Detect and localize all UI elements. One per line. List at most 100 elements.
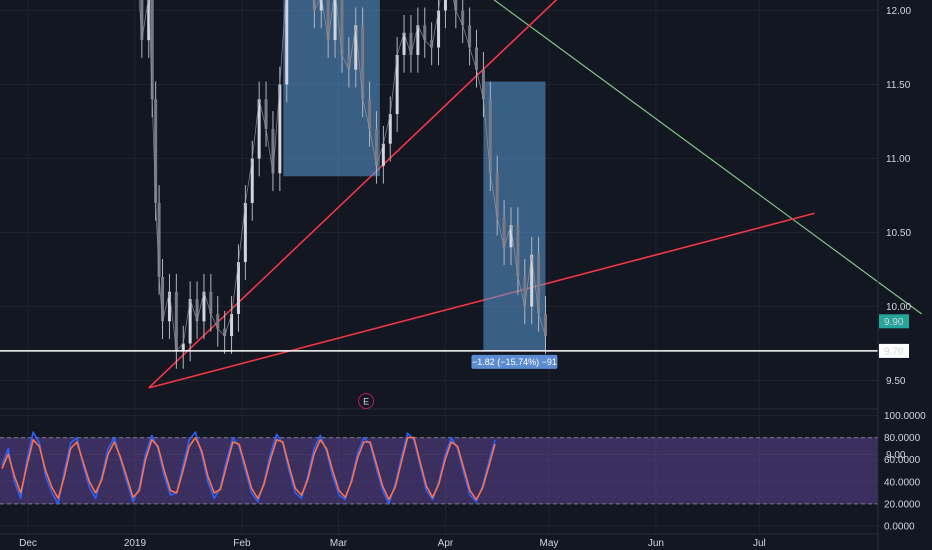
measure-box <box>283 0 380 177</box>
price-candle <box>264 99 268 129</box>
time-tick-label: 2019 <box>124 538 147 549</box>
price-candle <box>285 0 289 85</box>
price-candle <box>461 10 465 26</box>
oscillator-axis[interactable]: 0.0000 20.0000 40.0000 60.0000 80.0000 100.00… <box>884 411 926 533</box>
time-tick-label: Feb <box>233 538 251 549</box>
price-candle <box>381 143 385 166</box>
price-candle <box>423 25 427 41</box>
price-tick-label: 10.50 <box>886 228 911 239</box>
price-candle <box>154 99 158 203</box>
price-tick-label: 9.50 <box>886 376 906 387</box>
trendline <box>493 0 922 315</box>
time-tick-label: Dec <box>19 538 37 549</box>
price-candle <box>271 128 275 174</box>
price-tick-label: 9.00 <box>886 450 906 461</box>
price-candle <box>202 291 206 322</box>
price-badge-label: 9.70 <box>884 346 904 357</box>
price-candle <box>326 0 330 41</box>
price-candle <box>157 202 161 277</box>
price-candle <box>340 0 344 55</box>
time-tick-label: May <box>539 538 558 549</box>
price-candle <box>347 54 351 70</box>
trendlines[interactable] <box>69 0 922 389</box>
oscillator-tick-label: 60.0000 <box>884 455 921 466</box>
price-candle <box>523 276 527 307</box>
price-candle <box>195 299 199 322</box>
price-candle <box>516 225 520 277</box>
price-candle <box>530 254 534 307</box>
time-tick-label: Jun <box>648 538 664 549</box>
price-candle <box>147 0 151 41</box>
price-axis[interactable]: 9.009.5010.0010.5011.0011.5012.0012.5013… <box>886 0 911 461</box>
time-tick-label: Mar <box>330 538 348 549</box>
price-candle <box>416 25 420 55</box>
price-candle <box>140 0 144 41</box>
oscillator-tick-label: 100.0000 <box>884 411 926 422</box>
oscillator-series <box>1 431 496 505</box>
price-candle <box>161 276 165 322</box>
price-candle <box>174 291 178 351</box>
price-badges: 9.90 9.70 <box>879 314 909 358</box>
price-tick-label: 12.00 <box>886 6 911 17</box>
price-candle <box>495 173 499 218</box>
oscillator-tick-label: 20.0000 <box>884 499 921 510</box>
time-tick-label: Apr <box>438 538 454 549</box>
time-tick-label: Jul <box>753 538 766 549</box>
price-candle <box>167 291 171 322</box>
price-candle <box>374 128 378 166</box>
price-candle <box>236 262 240 314</box>
price-candle <box>223 328 227 337</box>
price-candle <box>509 225 513 248</box>
measure-label-bg <box>471 354 558 369</box>
oscillator-band-fill <box>0 437 878 504</box>
price-candle <box>430 40 434 48</box>
price-candle <box>443 0 447 11</box>
price-badge-bg <box>879 343 909 358</box>
price-candle <box>388 114 392 144</box>
price-candle <box>150 0 154 100</box>
price-candle <box>354 25 358 70</box>
oscillator-tick-label: 80.0000 <box>884 433 921 444</box>
event-marker-circle <box>358 393 375 409</box>
price-candle <box>230 313 234 337</box>
event-marker-label: E <box>363 397 369 407</box>
trendline <box>148 212 815 389</box>
oscillator-tick-label: 0.0000 <box>884 522 915 533</box>
price-candle <box>312 0 316 11</box>
price-candle <box>188 299 192 344</box>
measure-box <box>483 81 546 351</box>
price-candle <box>537 254 541 314</box>
price-candle <box>278 84 282 174</box>
price-candle <box>475 47 478 70</box>
price-candle <box>481 69 485 100</box>
price-candle <box>437 10 441 48</box>
price-badge-label: 9.90 <box>884 317 904 328</box>
price-candle <box>333 0 337 41</box>
oscillator-band <box>0 437 878 505</box>
event-marker[interactable]: E <box>358 393 375 409</box>
price-candle <box>395 54 399 115</box>
price-tick-label: 11.00 <box>886 154 911 165</box>
price-series <box>138 0 547 369</box>
price-candle <box>216 313 220 329</box>
price-tick-label: 11.50 <box>886 80 911 91</box>
price-candle <box>468 25 472 48</box>
price-candle <box>409 32 413 55</box>
price-candle <box>361 25 365 100</box>
price-candle <box>544 313 547 337</box>
price-badge-bg <box>879 314 909 329</box>
time-axis[interactable]: Dec 2019 Feb Mar Apr May Jun Jul <box>19 538 766 549</box>
price-path <box>138 0 546 352</box>
price-candle <box>257 99 261 159</box>
price-candle <box>402 32 406 55</box>
oscillator-line <box>1 436 496 501</box>
price-candle <box>502 217 506 248</box>
trendline <box>148 0 558 389</box>
measure-label: −1.82 (−15.74%) −91 <box>472 357 557 367</box>
oscillator-tick-label: 40.0000 <box>884 477 921 488</box>
price-tick-label: 10.00 <box>886 302 911 313</box>
price-candle <box>488 99 492 174</box>
oscillator-line <box>1 431 496 505</box>
price-candle <box>209 291 213 314</box>
